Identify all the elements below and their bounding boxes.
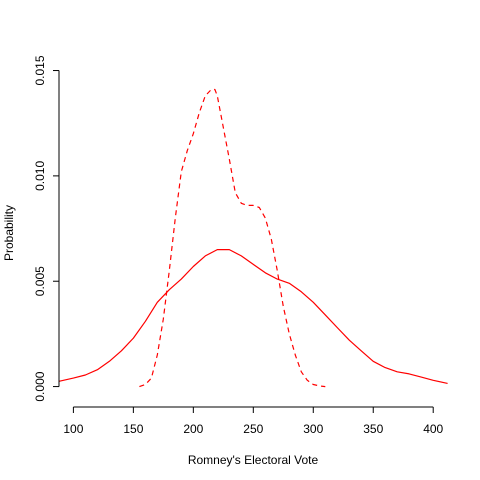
series-line-dashed: [139, 88, 326, 388]
y-axis: 0.000 0.005 0.010 0.015: [33, 55, 60, 402]
x-tick-label: 200: [183, 422, 203, 436]
x-axis-title: Romney's Electoral Vote: [188, 453, 319, 467]
y-tick-label: 0.010: [33, 161, 47, 191]
y-tick-label: 0.005: [33, 266, 47, 296]
x-tick-label: 250: [243, 422, 263, 436]
x-tick-label: 300: [303, 422, 323, 436]
y-axis-title: Probability: [2, 205, 16, 261]
y-tick-label: 0.015: [33, 55, 47, 85]
x-axis: 100 150 200 250 300 350 400: [63, 406, 444, 436]
y-tick-label: 0.000: [33, 371, 47, 401]
x-tick-label: 150: [123, 422, 143, 436]
series-line-solid: [58, 249, 448, 384]
x-tick-label: 400: [423, 422, 443, 436]
plot-area: [58, 88, 448, 388]
x-tick-label: 100: [63, 422, 83, 436]
x-tick-label: 350: [363, 422, 383, 436]
